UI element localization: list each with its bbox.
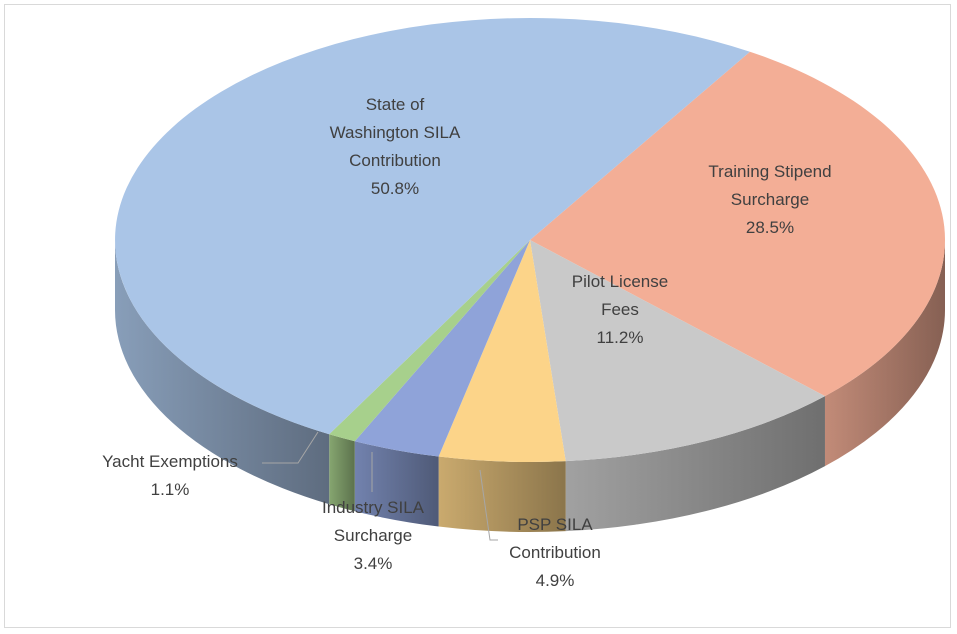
slice-label: PSP SILA Contribution 4.9% — [495, 511, 615, 595]
slice-label: Training Stipend Surcharge 28.5% — [690, 158, 850, 242]
chart-frame — [4, 4, 951, 628]
slice-label: State of Washington SILA Contribution 50.… — [320, 91, 470, 203]
pie-side — [438, 456, 566, 533]
pie-side — [354, 441, 439, 527]
pie-slice — [530, 240, 825, 462]
pie-slice — [329, 240, 530, 442]
pie-side — [565, 396, 825, 532]
value-label: 4.9% — [535, 571, 575, 590]
pie-side — [115, 240, 330, 505]
category-name: Industry SILA Surcharge — [321, 498, 425, 545]
pie-side — [824, 240, 945, 467]
slice-label: Industry SILA Surcharge 3.4% — [310, 494, 436, 578]
pie-slice — [530, 51, 946, 397]
leader-line — [262, 431, 319, 464]
value-label: 50.8% — [370, 179, 420, 198]
category-name: PSP SILA Contribution — [509, 515, 601, 562]
slice-label: Pilot License Fees 11.2% — [568, 268, 672, 352]
value-label: 3.4% — [353, 554, 393, 573]
leader-line — [479, 469, 498, 541]
pie-slice — [354, 240, 530, 457]
slice-label: Yacht Exemptions 1.1% — [70, 448, 270, 504]
category-name: Training Stipend Surcharge — [708, 162, 832, 209]
value-label: 11.2% — [596, 328, 644, 347]
pie-slice — [115, 18, 750, 435]
pie-side — [329, 434, 355, 512]
leader-lines — [262, 431, 498, 541]
category-name: Pilot License Fees — [571, 272, 669, 319]
pie-slice — [438, 240, 566, 463]
category-name: State of Washington SILA Contribution — [329, 95, 461, 170]
value-label: 1.1% — [150, 480, 190, 499]
value-label: 28.5% — [745, 218, 795, 237]
category-name: Yacht Exemptions — [102, 452, 238, 471]
